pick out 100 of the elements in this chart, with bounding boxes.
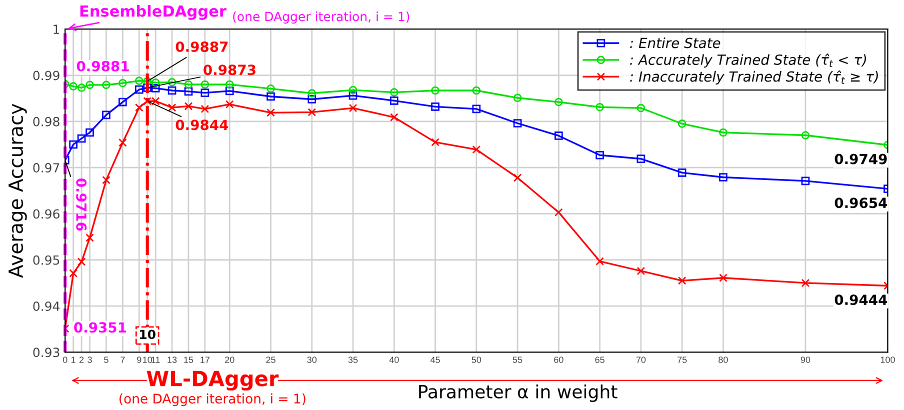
x-tick-label: 25: [266, 356, 276, 363]
point: [118, 78, 127, 88]
point: [472, 104, 481, 114]
x-tick-label: 90: [800, 356, 810, 363]
point: [184, 87, 193, 96]
point: [719, 274, 728, 282]
x-tick-label: 17: [200, 356, 210, 363]
point: [472, 145, 481, 154]
x-tick-label: 10: [143, 356, 152, 363]
x-tick-label: 80: [718, 356, 728, 363]
y-tick-label: 0.98: [33, 116, 60, 126]
y-tick-label: 0.96: [33, 209, 60, 219]
point: [719, 128, 728, 137]
x-tick-label: 35: [348, 356, 358, 363]
point: [118, 98, 127, 106]
point: [168, 78, 176, 86]
point: [86, 80, 94, 90]
point: [102, 176, 110, 184]
point: [348, 86, 358, 94]
x-tick-label: 13: [168, 356, 177, 363]
point: [77, 84, 86, 92]
annotation: 0.9873: [204, 64, 256, 76]
x-tick-label: 30: [307, 356, 317, 363]
point: [102, 80, 110, 90]
y-tick-label: 0.93: [33, 348, 60, 358]
point: [554, 98, 563, 106]
x-tick-label: 50: [472, 356, 482, 363]
point: [184, 102, 193, 110]
point: [184, 80, 193, 89]
point: [636, 266, 646, 276]
point: [636, 104, 646, 112]
point: [390, 113, 398, 122]
point: [390, 88, 398, 97]
x-tick-label: 45: [430, 356, 440, 363]
point: [143, 77, 152, 86]
point: [77, 134, 86, 143]
point: [596, 150, 604, 160]
point: [801, 278, 810, 288]
x-tick-label: 100: [880, 356, 895, 363]
legend-label: : Accurately Trained State (τ̂$_{t}$ < τ): [630, 54, 866, 68]
point: [678, 276, 686, 285]
x-tick-label: 65: [595, 356, 604, 363]
point: [678, 168, 686, 177]
x-tick-label: 7: [120, 356, 125, 363]
x-axis-title: Parameter α in weight: [419, 384, 618, 402]
point: [69, 82, 78, 91]
point: [225, 100, 234, 109]
annotation: 0.9844: [176, 120, 228, 130]
y-tick-label: 0.97: [33, 163, 60, 172]
point: [636, 154, 646, 163]
point: [151, 78, 160, 87]
point: [348, 104, 358, 112]
point: [200, 88, 210, 97]
point: [134, 85, 144, 94]
point: [348, 91, 358, 100]
annotation: 0.9444: [834, 294, 888, 306]
y-tick-label: 0.94: [33, 302, 60, 311]
point: [801, 176, 810, 186]
point: [200, 104, 210, 114]
point: [266, 92, 275, 101]
point: [200, 80, 210, 89]
annotation: 0.9351: [74, 322, 126, 333]
point: [513, 119, 522, 128]
point: [118, 138, 127, 147]
point: [151, 84, 160, 92]
point: [225, 80, 234, 89]
legend-label: : Entire State: [630, 37, 720, 48]
point: [143, 84, 152, 92]
x-tick-label: 55: [512, 356, 522, 363]
x-tick-label: 40: [389, 356, 399, 363]
point: [431, 102, 440, 111]
ref-line-label: EnsembleDAgger: [80, 4, 226, 20]
x-tick-label: 11: [152, 356, 160, 363]
x-tick-label: 5: [104, 356, 108, 363]
point: [513, 174, 522, 182]
point: [719, 173, 728, 182]
point: [102, 110, 110, 120]
x-tick-label: 9: [137, 356, 142, 363]
point: [431, 138, 440, 146]
text: (one DAgger iteration, i = 1): [120, 393, 306, 406]
point: [168, 103, 176, 112]
y-tick-label: 0.99: [33, 70, 60, 80]
y-axis-title: Average Accuracy: [8, 104, 27, 278]
point: [431, 86, 440, 95]
x-tick-label: 20: [225, 356, 234, 363]
x-tick-label: 60: [554, 356, 564, 363]
annotation: 0.9654: [834, 198, 888, 208]
point: [266, 84, 275, 93]
point: [308, 108, 316, 116]
point: [308, 95, 316, 104]
point: [554, 208, 563, 217]
annotation: 0.9716: [76, 178, 87, 231]
point: [801, 131, 810, 140]
point: [513, 94, 522, 102]
x-tick-label: 70: [636, 356, 646, 363]
point: [596, 257, 604, 266]
point: [86, 128, 94, 137]
point: [134, 103, 144, 112]
point: [134, 76, 144, 85]
point: [472, 86, 481, 95]
